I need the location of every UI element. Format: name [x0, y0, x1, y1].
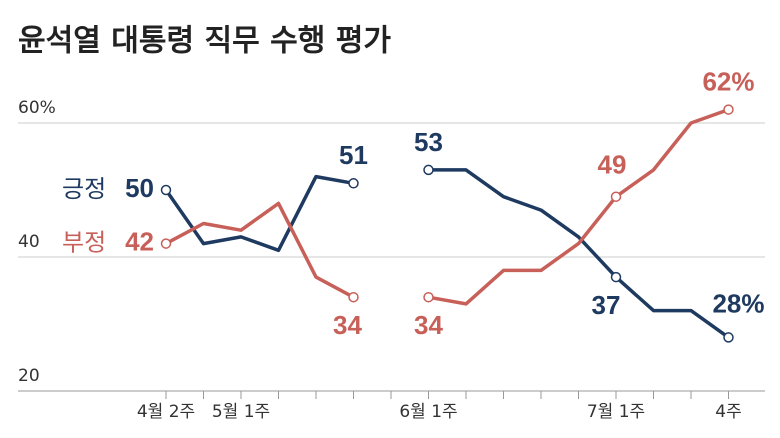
point-marker [610, 271, 622, 283]
point-marker [348, 291, 359, 303]
series-line [164, 168, 730, 339]
data-label: 51 [339, 140, 368, 170]
data-label: 37 [592, 290, 621, 320]
series-name: 부정 [62, 229, 106, 257]
x-tick-label: 7월 1주 [587, 402, 645, 422]
x-tick-label: 6월 1주 [399, 402, 457, 422]
x-tick-label: 4월 2주 [137, 402, 195, 422]
data-label: 42 [125, 226, 154, 256]
point-marker [160, 238, 172, 249]
point-marker [160, 184, 172, 196]
x-tick-label: 4주 [715, 402, 741, 422]
data-label: 49 [598, 150, 627, 180]
data-label: 28% [712, 288, 764, 318]
y-tick-label: 60% [18, 98, 56, 118]
data-label: 50 [125, 173, 154, 203]
point-marker [348, 178, 359, 189]
x-tick-label: 5월 1주 [212, 402, 270, 422]
point-marker [423, 291, 434, 303]
point-marker [723, 104, 734, 115]
chart-title: 윤석열 대통령 직무 수행 평가 [18, 24, 391, 59]
point-marker [423, 164, 434, 176]
data-label: 62% [702, 66, 754, 96]
y-tick-label: 20 [18, 366, 40, 386]
data-label: 34 [414, 310, 443, 340]
data-label: 34 [333, 310, 362, 340]
point-marker [723, 332, 734, 343]
series-line [165, 107, 730, 306]
y-tick-label: 40 [18, 232, 40, 252]
series-name: 긍정 [62, 175, 106, 203]
point-marker [610, 191, 622, 202]
data-label: 53 [414, 127, 443, 157]
